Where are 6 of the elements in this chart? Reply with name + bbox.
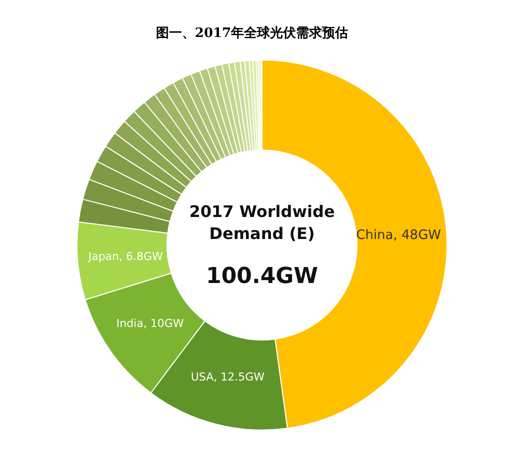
text: 2017 Worldwide Demand (E)	[189, 202, 335, 243]
slice-label: India, 10GW	[116, 316, 184, 330]
text: 100.4GW	[206, 264, 318, 289]
slice-label: Japan, 6.8GW	[87, 250, 164, 263]
slice-label: USA, 12.5GW	[190, 370, 265, 384]
chart-title: 图一、2017年全球光伏需求预估	[156, 25, 348, 41]
